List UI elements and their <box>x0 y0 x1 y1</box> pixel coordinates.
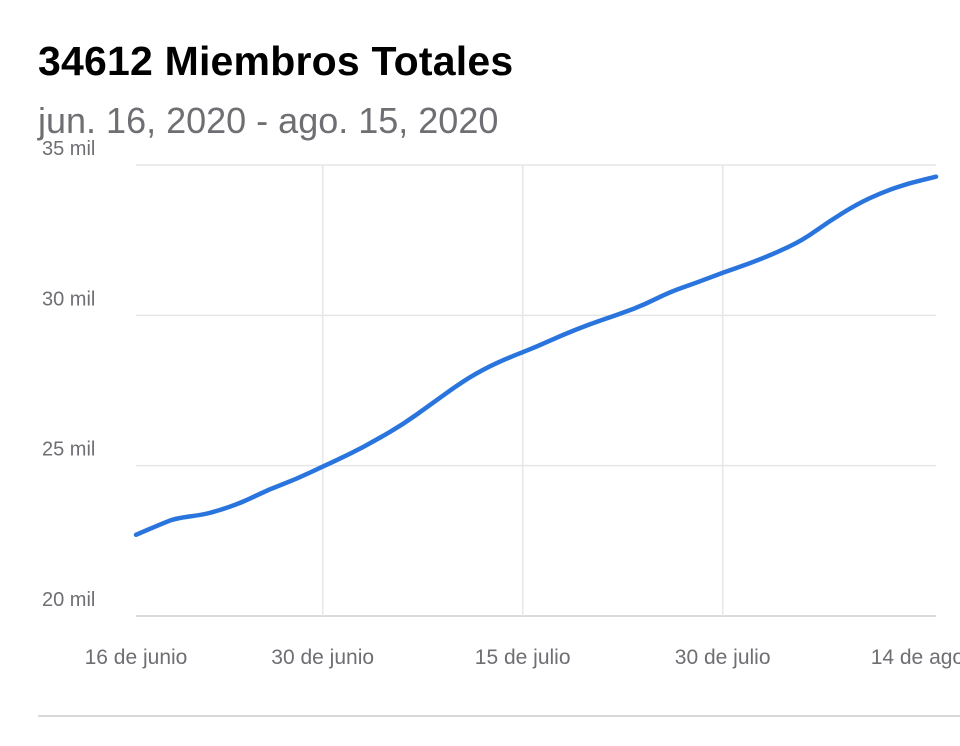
data-point <box>214 509 218 513</box>
series-layer <box>133 174 939 538</box>
x-tick-label: 30 de junio <box>271 646 374 669</box>
y-tick-label: 25 mil <box>42 439 95 461</box>
x-tick-label: 16 de junio <box>85 646 188 669</box>
x-axis-labels: 16 de junio 30 de junio 15 de julio 30 de j… <box>85 646 960 669</box>
data-point <box>534 345 538 349</box>
data-point <box>747 262 751 266</box>
data-point <box>854 203 858 207</box>
y-axis-labels: 20 mil 25 mil 30 mil 35 mil <box>42 138 95 611</box>
data-point <box>614 313 618 317</box>
y-tick-label: 35 mil <box>42 138 95 160</box>
data-point <box>587 322 591 326</box>
chart-date-range: jun. 16, 2020 - ago. 15, 2020 <box>38 100 499 141</box>
data-point <box>881 190 885 194</box>
x-tick-label: 15 de julio <box>475 646 571 669</box>
data-point <box>774 251 778 255</box>
data-point <box>454 384 458 388</box>
data-point <box>134 533 138 537</box>
data-point <box>201 513 205 517</box>
data-point <box>507 355 511 359</box>
data-point <box>241 500 245 504</box>
y-tick-label: 20 mil <box>42 589 95 611</box>
data-point <box>347 452 351 456</box>
data-point <box>481 367 485 371</box>
data-point <box>694 281 698 285</box>
data-point <box>721 271 725 275</box>
data-point <box>267 487 271 491</box>
data-point <box>907 181 911 185</box>
x-tick-label: 14 de agos <box>871 646 960 669</box>
data-point <box>667 290 671 294</box>
data-point <box>561 333 565 337</box>
x-tick-label: 30 de julio <box>675 646 771 669</box>
data-point <box>174 516 178 520</box>
series-line <box>133 174 939 538</box>
bottom-divider <box>38 715 960 717</box>
data-point <box>374 438 378 442</box>
data-point <box>827 219 831 223</box>
data-point <box>161 521 165 525</box>
data-point <box>401 422 405 426</box>
data-point <box>934 175 938 179</box>
data-point <box>294 477 298 481</box>
data-point <box>321 465 325 469</box>
chart-title: 34612 Miembros Totales <box>38 38 514 84</box>
data-point <box>641 303 645 307</box>
y-tick-label: 30 mil <box>42 288 95 310</box>
grid-lines <box>136 164 936 617</box>
data-point <box>427 404 431 408</box>
data-point <box>801 238 805 242</box>
